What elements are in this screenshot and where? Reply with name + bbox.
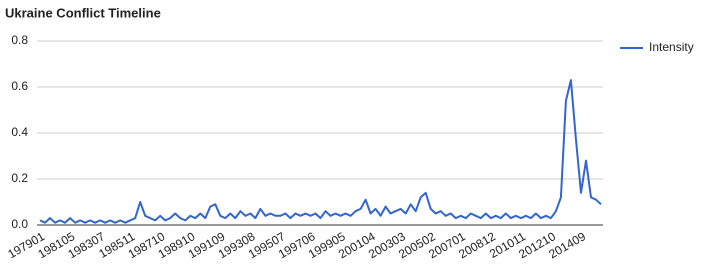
chart-title: Ukraine Conflict Timeline bbox=[5, 5, 161, 20]
y-tick-label: 0.0 bbox=[11, 217, 28, 231]
y-tick-label: 0.6 bbox=[11, 79, 28, 93]
y-tick-label: 0.2 bbox=[11, 171, 28, 185]
series-line bbox=[39, 79, 602, 224]
y-tick-label: 0.8 bbox=[11, 33, 28, 47]
y-tick-label: 0.4 bbox=[11, 125, 28, 139]
legend-label: Intensity bbox=[649, 40, 694, 54]
